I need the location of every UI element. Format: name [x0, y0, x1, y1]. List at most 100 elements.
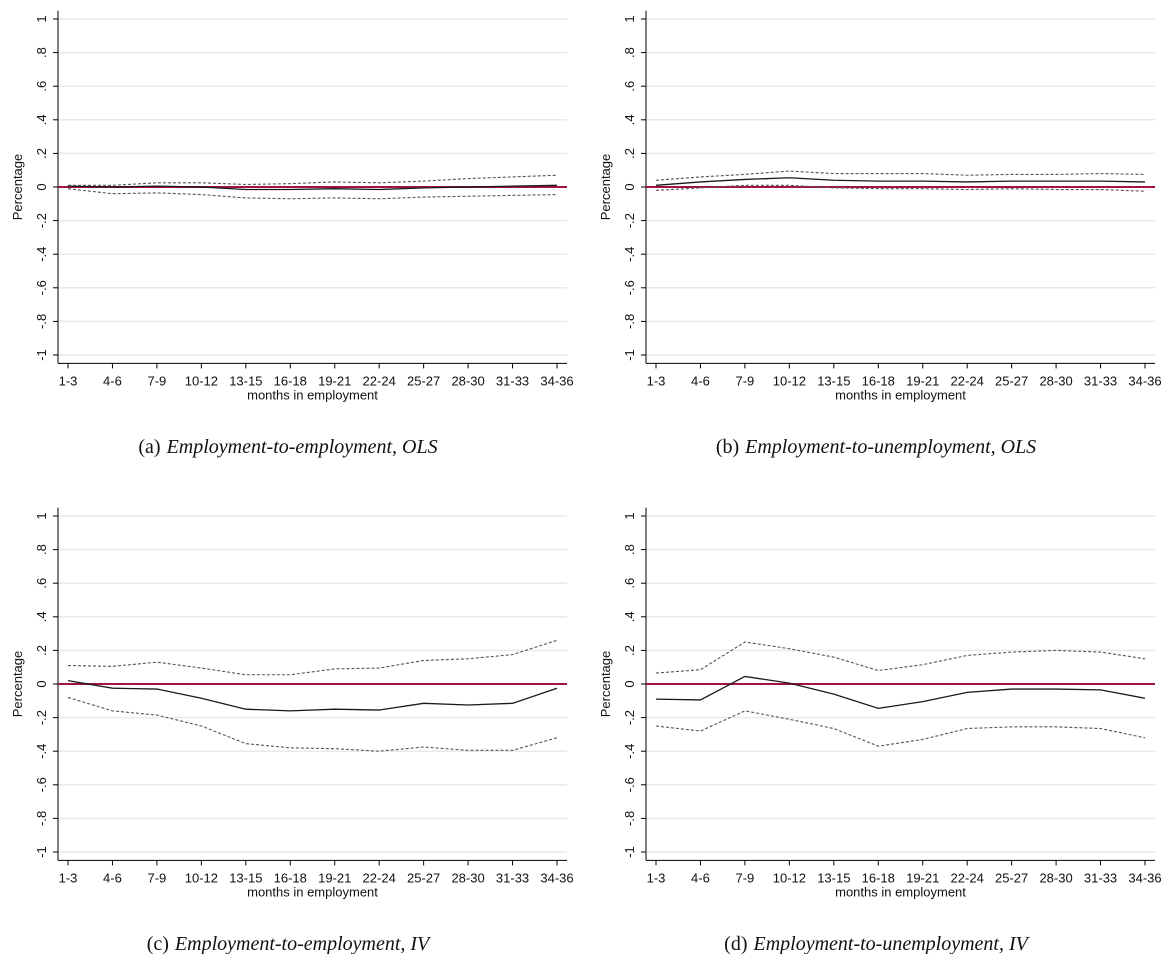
y-tick-label: -.2 [622, 213, 637, 228]
y-tick-label: .8 [34, 544, 49, 555]
x-tick-label: 13-15 [817, 870, 850, 885]
y-tick-label: .6 [34, 81, 49, 92]
series-line [67, 184, 558, 191]
caption-text: Employment-to-employment, OLS [166, 436, 438, 458]
y-tick-label: -1 [622, 846, 637, 858]
panel: -1 -.8 -.6 -.4 -.2 0 .2 .4 .6 .8 1 1-3 4-6 7-9 10-12 13… [598, 507, 1162, 954]
x-tick-label: 28-30 [1039, 870, 1072, 885]
caption-text: Employment-to-unemployment, IV [752, 933, 1030, 954]
y-tick-label: -.2 [622, 710, 637, 725]
y-tick-label: -.6 [34, 280, 49, 295]
y-tick-label: .8 [622, 47, 637, 58]
x-tick-label: 7-9 [736, 870, 755, 885]
caption-text: Employment-to-employment, IV [174, 933, 432, 954]
x-tick-label: 31-33 [1084, 373, 1117, 388]
y-axis-title: Percentage [10, 651, 25, 718]
x-tick-label: 13-15 [229, 870, 262, 885]
x-tick-label: 16-18 [862, 870, 895, 885]
y-tick-label: .4 [622, 611, 637, 622]
caption-text: Employment-to-unemployment, OLS [744, 436, 1036, 458]
x-tick-label: 28-30 [451, 373, 484, 388]
panel: -1 -.8 -.6 -.4 -.2 0 .2 .4 .6 .8 1 1-3 4-6 7-9 10-12 13… [10, 10, 574, 458]
y-tick-label: 0 [622, 183, 637, 190]
x-tick-label: 31-33 [1084, 870, 1117, 885]
series-line [68, 174, 558, 186]
y-tick-label: 1 [34, 15, 49, 22]
x-tick-label: 10-12 [185, 373, 218, 388]
series-line [67, 639, 558, 676]
series-line [67, 696, 558, 752]
x-tick-label: 1-3 [59, 373, 78, 388]
x-tick-label: 19-21 [906, 870, 939, 885]
x-tick-label: 22-24 [951, 373, 984, 388]
y-tick-label: .6 [34, 578, 49, 589]
x-tick-label: 16-18 [274, 870, 307, 885]
y-tick-label: -.2 [34, 213, 49, 228]
x-tick-label: 16-18 [862, 373, 895, 388]
y-tick-label: .2 [622, 645, 637, 656]
y-tick-label: .2 [622, 148, 637, 159]
y-tick-label: -.4 [34, 744, 49, 759]
x-tick-label: 25-27 [407, 870, 440, 885]
y-tick-label: -1 [622, 349, 637, 361]
x-tick-label: 28-30 [451, 870, 484, 885]
caption: (c) Employment-to-employment, IV [147, 933, 432, 954]
y-tick-label: .8 [34, 47, 49, 58]
y-tick-label: -.4 [622, 247, 637, 262]
y-tick-label: -.4 [622, 744, 637, 759]
caption-label: (d) [724, 933, 747, 954]
x-axis-title: months in employment [835, 884, 966, 899]
x-tick-label: 25-27 [995, 870, 1028, 885]
x-tick-label: 19-21 [318, 373, 351, 388]
y-tick-label: -.2 [34, 710, 49, 725]
y-tick-label: .8 [622, 544, 637, 555]
x-tick-label: 10-12 [773, 373, 806, 388]
caption: (a) Employment-to-employment, OLS [138, 436, 437, 458]
y-tick-label: -.8 [34, 314, 49, 329]
x-tick-label: 4-6 [103, 373, 122, 388]
x-tick-label: 7-9 [736, 373, 755, 388]
series-line [655, 675, 1146, 710]
y-tick-label: 0 [622, 680, 637, 687]
x-tick-label: 13-15 [229, 373, 262, 388]
series-line [655, 184, 1146, 192]
x-tick-label: 22-24 [363, 373, 396, 388]
x-tick-label: 1-3 [647, 870, 666, 885]
y-tick-label: -.4 [34, 247, 49, 262]
y-tick-label: -1 [34, 846, 49, 858]
x-tick-label: 1-3 [59, 870, 78, 885]
x-tick-label: 13-15 [817, 373, 850, 388]
x-tick-label: 1-3 [647, 373, 666, 388]
caption: (b) Employment-to-unemployment, OLS [716, 436, 1036, 458]
x-tick-label: 31-33 [496, 373, 529, 388]
y-axis-title: Percentage [598, 651, 613, 718]
y-tick-label: 1 [34, 512, 49, 519]
panel: -1 -.8 -.6 -.4 -.2 0 .2 .4 .6 .8 1 1-3 4-6 7-9 10-12 13… [598, 10, 1162, 458]
series-line [655, 177, 1146, 186]
y-tick-label: -.6 [622, 280, 637, 295]
x-axis-title: months in employment [835, 387, 966, 402]
y-tick-label: 0 [34, 183, 49, 190]
y-tick-label: 1 [622, 512, 637, 519]
x-tick-label: 7-9 [148, 373, 167, 388]
y-tick-label: .4 [622, 114, 637, 125]
x-tick-label: 16-18 [274, 373, 307, 388]
x-tick-label: 22-24 [951, 870, 984, 885]
y-tick-label: .6 [622, 578, 637, 589]
x-tick-label: 22-24 [363, 870, 396, 885]
y-tick-label: .2 [34, 148, 49, 159]
x-tick-label: 34-36 [1128, 373, 1161, 388]
x-tick-label: 19-21 [318, 870, 351, 885]
y-tick-label: 0 [34, 680, 49, 687]
x-tick-label: 19-21 [906, 373, 939, 388]
x-tick-label: 34-36 [540, 373, 573, 388]
x-tick-label: 4-6 [691, 373, 710, 388]
y-tick-label: -.6 [34, 777, 49, 792]
panel: -1 -.8 -.6 -.4 -.2 0 .2 .4 .6 .8 1 1-3 4-6 7-9 10-12 13… [10, 507, 574, 954]
x-tick-label: 31-33 [496, 870, 529, 885]
y-tick-label: .4 [34, 611, 49, 622]
x-tick-label: 25-27 [995, 373, 1028, 388]
x-tick-label: 25-27 [407, 373, 440, 388]
y-tick-label: -.6 [622, 777, 637, 792]
